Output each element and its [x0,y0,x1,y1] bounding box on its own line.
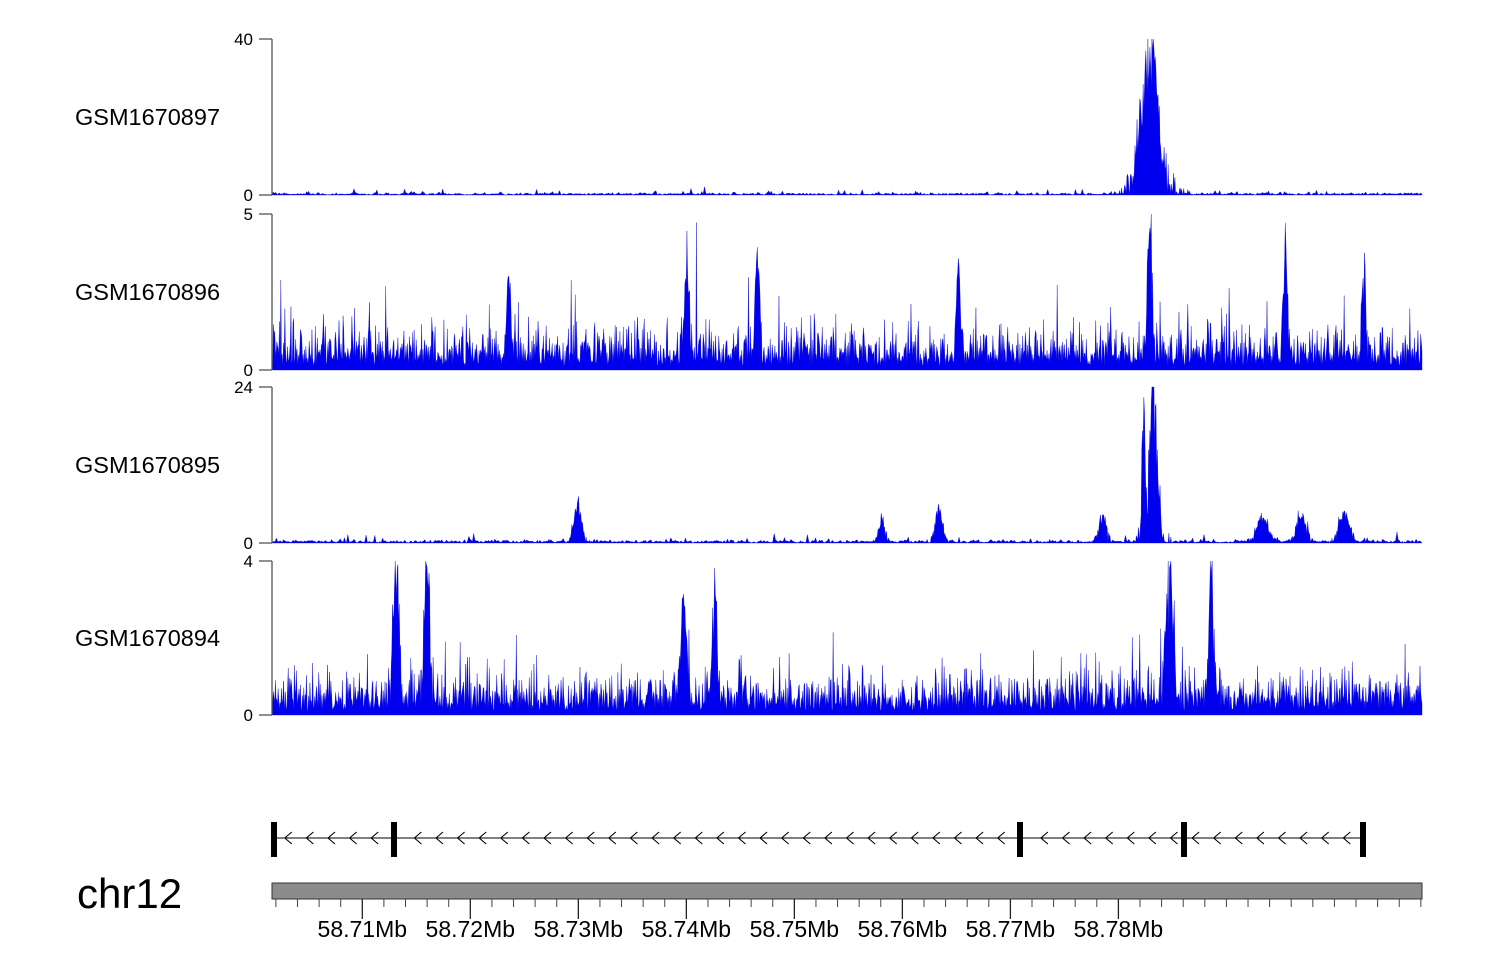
svg-text:58.78Mb: 58.78Mb [1074,916,1164,942]
svg-text:58.77Mb: 58.77Mb [966,916,1056,942]
svg-text:0: 0 [244,186,253,205]
svg-text:0: 0 [244,706,253,725]
svg-text:40: 40 [234,30,253,49]
svg-text:4: 4 [244,552,253,571]
svg-text:58.75Mb: 58.75Mb [750,916,840,942]
svg-text:58.73Mb: 58.73Mb [534,916,624,942]
svg-text:24: 24 [234,378,253,397]
svg-text:58.76Mb: 58.76Mb [858,916,948,942]
svg-text:5: 5 [244,205,253,224]
svg-text:0: 0 [244,534,253,553]
svg-text:58.72Mb: 58.72Mb [426,916,516,942]
svg-text:58.71Mb: 58.71Mb [318,916,408,942]
svg-text:58.74Mb: 58.74Mb [642,916,732,942]
